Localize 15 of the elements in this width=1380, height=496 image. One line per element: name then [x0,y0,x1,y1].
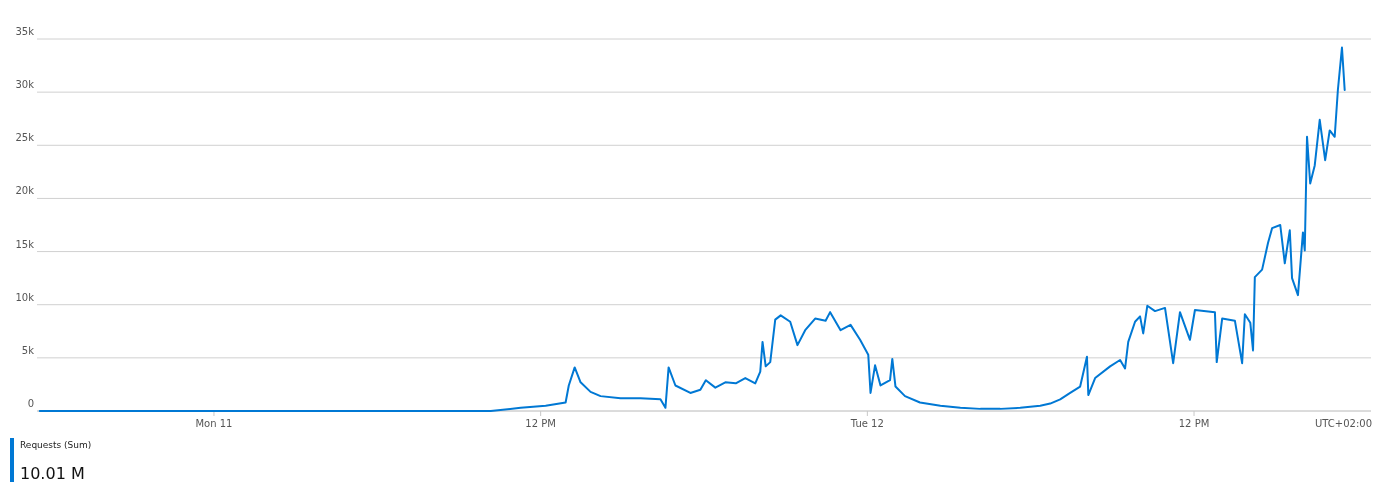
y-tick-label: 10k [15,291,35,303]
y-tick-label: 30k [15,79,35,91]
text: UTC+02:00 [1314,418,1372,429]
y-tick-label: 35k [15,26,35,37]
y-tick-label: 0 [27,398,34,409]
text: Requests (Sum) [20,440,92,450]
x-tick-label: 12 PM [1178,418,1210,429]
y-tick-label: 25k [15,132,35,144]
x-tick-label: Mon 11 [195,418,233,429]
text: 10.01 M [20,464,85,483]
x-tick-label: Tue 12 [849,418,884,429]
y-tick-label: 5k [21,344,35,356]
y-tick-label: 20k [15,185,35,197]
x-tick-label: 12 PM [525,418,556,429]
y-tick-label: 15k [15,238,35,250]
